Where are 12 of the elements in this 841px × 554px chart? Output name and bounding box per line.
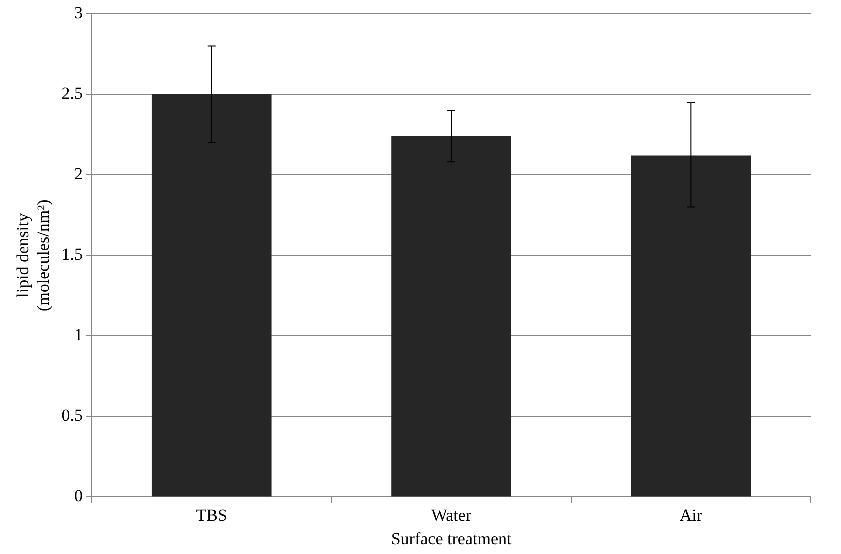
y-tick-label: 0.5 xyxy=(62,406,84,426)
y-tick-label: 2.5 xyxy=(62,84,84,103)
y-tick-label: 3 xyxy=(74,3,84,22)
x-tick-label: TBS xyxy=(196,506,228,525)
y-tick-label: 1.5 xyxy=(62,245,84,264)
x-axis-title: Surface treatment xyxy=(391,529,512,548)
x-tick-label: Air xyxy=(680,506,703,525)
x-tick-label: Water xyxy=(431,506,472,525)
y-tick-label: 1 xyxy=(74,326,84,345)
y-axis-title: lipid density (molecules/nm²) xyxy=(14,200,54,312)
y-tick-label: 0 xyxy=(74,486,84,506)
y-tick-label: 2 xyxy=(74,164,84,184)
